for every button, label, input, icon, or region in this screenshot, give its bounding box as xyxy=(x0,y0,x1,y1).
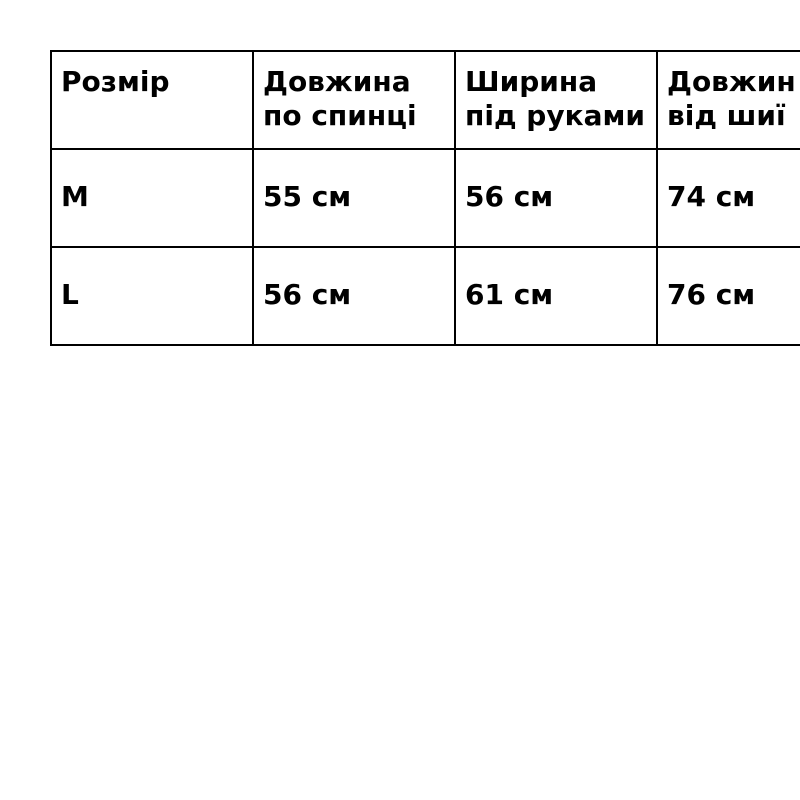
header-label: під руками xyxy=(465,99,646,132)
table-row: M 55 см 56 см 74 см xyxy=(50,148,800,248)
header-label: Довжин xyxy=(667,65,796,98)
table-cell: M xyxy=(50,148,254,248)
header-cell: Довжина по спинці xyxy=(252,50,456,150)
header-cell: Розмір xyxy=(50,50,254,150)
size-table: Розмір Довжина по спинці Ширина під руками… xyxy=(50,50,800,346)
table-cell: 74 см xyxy=(656,148,800,248)
header-row: Розмір Довжина по спинці Ширина під руками… xyxy=(50,50,800,150)
table-cell: 56 см xyxy=(252,246,456,346)
table-row: L 56 см 61 см 76 см xyxy=(50,246,800,346)
header-cell: Ширина під руками xyxy=(454,50,658,150)
header-label: Розмір xyxy=(61,65,170,98)
table-cell: 61 см xyxy=(454,246,658,346)
header-label: по спинці xyxy=(263,99,417,132)
header-label: Довжина xyxy=(263,65,411,98)
table-cell: 55 см xyxy=(252,148,456,248)
table-cell: 56 см xyxy=(454,148,658,248)
table-cell: L xyxy=(50,246,254,346)
table-cell: 76 см xyxy=(656,246,800,346)
header-label: Ширина xyxy=(465,65,598,98)
header-label: від шиї xyxy=(667,99,786,132)
header-cell: Довжин від шиї xyxy=(656,50,800,150)
